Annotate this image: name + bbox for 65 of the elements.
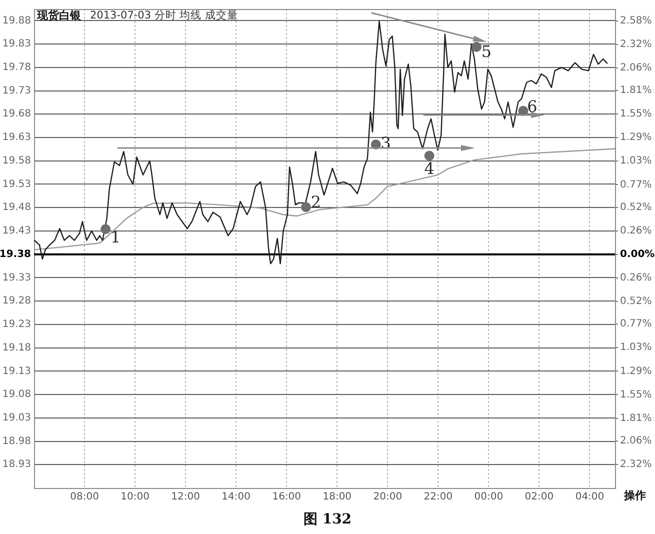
y-tick-label: 19.58 bbox=[2, 155, 31, 166]
y2-tick-label: 2.58% bbox=[620, 15, 652, 26]
annotation: 5 bbox=[481, 42, 492, 62]
point bbox=[424, 150, 434, 161]
y2-tick-label: 2.06% bbox=[620, 436, 652, 447]
y2-tick-label: 2.32% bbox=[620, 459, 652, 470]
y-tick-label: 19.13 bbox=[2, 366, 31, 377]
y-tick-label: 19.73 bbox=[2, 85, 31, 96]
point bbox=[100, 224, 111, 234]
y2-tick-label: 0.52% bbox=[620, 296, 652, 308]
y2-tick-label: 1.55% bbox=[620, 108, 652, 120]
annotation: 2 bbox=[310, 192, 322, 212]
y-tick-label: 19.18 bbox=[2, 342, 31, 354]
y2-tick-label: 0.77% bbox=[620, 318, 652, 330]
y-tick-label: 19.48 bbox=[2, 202, 31, 214]
x-tick-label: 04:00 bbox=[575, 492, 604, 503]
y-tick-label: 19.53 bbox=[2, 178, 31, 190]
y-tick-label: 18.98 bbox=[2, 436, 31, 447]
x-tick-label: 20:00 bbox=[373, 492, 402, 503]
y-tick-label: 19.28 bbox=[2, 296, 31, 307]
annotation: 1 bbox=[110, 227, 121, 246]
x-tick-label: 02:00 bbox=[524, 492, 554, 503]
point bbox=[471, 42, 482, 52]
y-tick-label: 18.93 bbox=[2, 459, 31, 470]
x-tick-label: 22:00 bbox=[424, 492, 453, 503]
y-tick-label: 19.78 bbox=[2, 62, 31, 74]
y2-tick-label: 0.52% bbox=[620, 202, 652, 213]
y2-tick-label: 0.26% bbox=[620, 272, 652, 284]
y2-tick-label: 1.03% bbox=[620, 156, 652, 167]
y-tick-label: 19.88 bbox=[2, 15, 31, 26]
chart-subtitle: 2013-07-03 分时 均线 成交量 bbox=[90, 8, 238, 22]
y2-tick-label: 1.29% bbox=[620, 132, 652, 144]
y-tick-label: 19.23 bbox=[2, 319, 31, 330]
x-tick-label: 10:00 bbox=[120, 492, 150, 503]
y2-tick-label: 1.81% bbox=[620, 412, 652, 424]
x-tick-label: 00:00 bbox=[474, 492, 504, 503]
x-tick-label: 18:00 bbox=[322, 492, 352, 503]
caption: 图 132 bbox=[303, 512, 352, 528]
x-tick-label: 14:00 bbox=[222, 492, 250, 503]
y-tick-label: 19.68 bbox=[2, 108, 31, 120]
y2-tick-label: 0.00% bbox=[620, 248, 655, 260]
y-tick-label: 19.08 bbox=[2, 389, 31, 400]
point bbox=[518, 106, 528, 116]
x-tick-label: 08:00 bbox=[70, 492, 99, 503]
y-tick-label: 19.38 bbox=[0, 248, 32, 260]
annotation: 6 bbox=[527, 97, 538, 116]
y-tick-label: 19.03 bbox=[2, 412, 31, 424]
y2-tick-label: 2.32% bbox=[620, 38, 652, 50]
x-tick-label: 12:00 bbox=[171, 492, 200, 503]
y2-tick-label: 1.81% bbox=[620, 85, 652, 96]
y-tick-label: 19.83 bbox=[2, 38, 31, 50]
y2-tick-label: 1.29% bbox=[620, 366, 652, 377]
text: 操作 bbox=[623, 488, 646, 502]
y2-tick-label: 1.55% bbox=[620, 389, 652, 400]
y2-tick-label: 1.03% bbox=[620, 342, 652, 354]
y-tick-label: 19.33 bbox=[2, 272, 31, 284]
y2-tick-label: 0.77% bbox=[620, 179, 652, 190]
point bbox=[300, 202, 311, 212]
chart-title: 现货白银 bbox=[36, 8, 82, 22]
x-tick-label: 16:00 bbox=[272, 492, 302, 503]
y-tick-label: 19.63 bbox=[2, 132, 31, 144]
y2-tick-label: 0.26% bbox=[620, 225, 652, 236]
y2-tick-label: 2.06% bbox=[620, 62, 652, 74]
annotation: 4 bbox=[424, 158, 434, 178]
y-tick-label: 19.43 bbox=[2, 226, 31, 237]
